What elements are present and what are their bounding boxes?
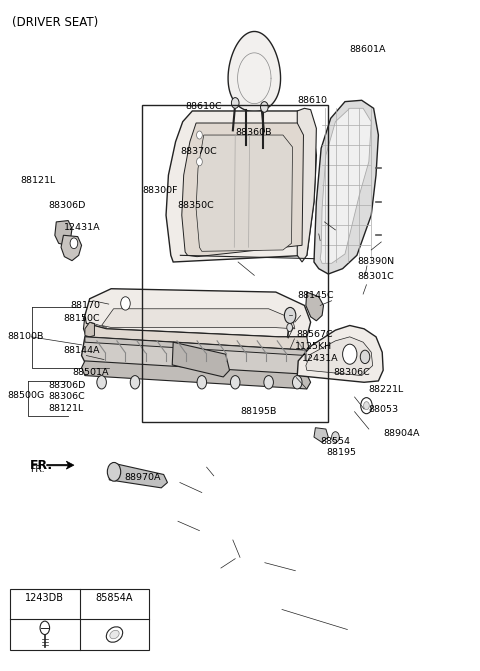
Polygon shape xyxy=(102,309,295,329)
Text: 12431A: 12431A xyxy=(302,354,339,364)
Text: 88145C: 88145C xyxy=(297,291,334,300)
Text: 88500G: 88500G xyxy=(7,391,44,400)
Circle shape xyxy=(292,376,302,389)
Text: FR.: FR. xyxy=(30,464,45,474)
Text: 88306D: 88306D xyxy=(48,201,85,210)
Text: 1243DB: 1243DB xyxy=(25,593,64,603)
Text: 88170: 88170 xyxy=(71,301,101,310)
Polygon shape xyxy=(172,342,229,377)
Text: 85854A: 85854A xyxy=(96,593,133,603)
Text: 88144A: 88144A xyxy=(63,346,100,355)
Text: 88370C: 88370C xyxy=(180,146,217,156)
Text: 88306C: 88306C xyxy=(48,393,85,401)
Circle shape xyxy=(361,398,372,414)
Text: 88300F: 88300F xyxy=(142,186,178,195)
Polygon shape xyxy=(196,135,292,252)
Text: 88221L: 88221L xyxy=(369,385,404,394)
Circle shape xyxy=(108,462,120,481)
Circle shape xyxy=(40,621,49,635)
Text: 88970A: 88970A xyxy=(124,472,161,482)
Text: 88306D: 88306D xyxy=(48,381,85,390)
Text: 88195B: 88195B xyxy=(240,407,276,416)
Text: 88610C: 88610C xyxy=(185,102,222,111)
Text: FR.: FR. xyxy=(30,459,53,472)
Polygon shape xyxy=(166,111,316,262)
Polygon shape xyxy=(82,337,311,376)
Text: 88100B: 88100B xyxy=(7,332,44,342)
Ellipse shape xyxy=(106,627,123,642)
Circle shape xyxy=(261,101,268,112)
Circle shape xyxy=(364,402,369,410)
Text: 88195: 88195 xyxy=(326,448,356,457)
Polygon shape xyxy=(84,289,311,337)
Polygon shape xyxy=(306,337,372,376)
Text: 88121L: 88121L xyxy=(48,404,84,413)
Text: 1125KH: 1125KH xyxy=(295,342,333,351)
Text: 88306C: 88306C xyxy=(333,368,370,377)
Text: (DRIVER SEAT): (DRIVER SEAT) xyxy=(12,16,98,29)
Polygon shape xyxy=(85,337,307,356)
Circle shape xyxy=(343,344,357,364)
Circle shape xyxy=(332,431,339,442)
Circle shape xyxy=(231,97,239,108)
Circle shape xyxy=(197,376,206,389)
Text: 88904A: 88904A xyxy=(383,429,420,437)
Circle shape xyxy=(120,297,130,310)
Circle shape xyxy=(287,323,292,331)
Polygon shape xyxy=(47,461,74,469)
Text: 88501A: 88501A xyxy=(72,368,108,377)
Circle shape xyxy=(230,376,240,389)
Text: 88053: 88053 xyxy=(369,405,399,413)
Bar xyxy=(10,589,149,650)
Polygon shape xyxy=(306,292,324,321)
Bar xyxy=(142,105,328,422)
Circle shape xyxy=(97,376,107,389)
Polygon shape xyxy=(82,361,311,389)
Text: 88121L: 88121L xyxy=(21,176,56,185)
Polygon shape xyxy=(61,236,82,260)
Polygon shape xyxy=(85,322,95,337)
Circle shape xyxy=(360,350,370,364)
Text: 88567C: 88567C xyxy=(296,329,333,339)
Circle shape xyxy=(197,131,202,139)
Text: 12431A: 12431A xyxy=(63,223,100,231)
Polygon shape xyxy=(297,108,316,262)
Text: 88360B: 88360B xyxy=(235,128,272,137)
Polygon shape xyxy=(297,325,383,382)
Circle shape xyxy=(264,376,274,389)
Polygon shape xyxy=(320,108,371,263)
Circle shape xyxy=(197,158,202,166)
Circle shape xyxy=(130,376,140,389)
Circle shape xyxy=(284,307,296,323)
Polygon shape xyxy=(84,315,309,356)
Text: 88301C: 88301C xyxy=(357,272,394,281)
Circle shape xyxy=(70,238,78,249)
Polygon shape xyxy=(55,221,72,246)
Text: 88390N: 88390N xyxy=(357,258,394,266)
Polygon shape xyxy=(182,123,303,256)
Text: 88554: 88554 xyxy=(320,437,350,446)
Polygon shape xyxy=(314,100,378,274)
Text: 88150C: 88150C xyxy=(63,313,100,323)
Text: 88350C: 88350C xyxy=(177,201,214,210)
Text: 88601A: 88601A xyxy=(350,45,386,54)
Polygon shape xyxy=(228,32,281,111)
Text: 88610: 88610 xyxy=(297,96,327,105)
Ellipse shape xyxy=(110,630,119,639)
Polygon shape xyxy=(314,427,328,442)
Polygon shape xyxy=(109,464,168,488)
